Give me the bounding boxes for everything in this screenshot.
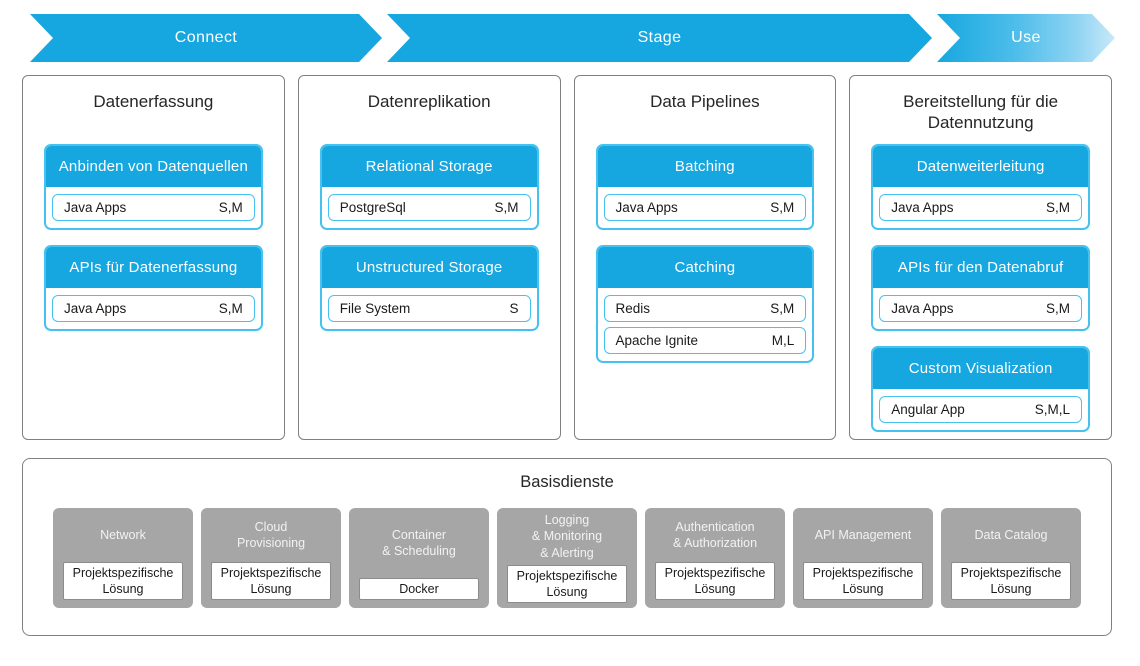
- base-box-logging-monitoring-alerting: Logging & Monitoring & Alerting Projekts…: [497, 508, 637, 608]
- column-bereitstellung: Bereitstellung für die Datennutzung Date…: [849, 75, 1112, 440]
- tech-name: Angular App: [891, 402, 965, 417]
- tech-chip: Angular App S,M,L: [879, 396, 1082, 423]
- card-header: Batching: [597, 146, 813, 187]
- tech-chip: Java Apps S,M: [879, 194, 1082, 221]
- base-box-container-scheduling: Container & Scheduling Docker: [349, 508, 489, 608]
- column-title: Data Pipelines: [650, 92, 760, 111]
- base-box-label: Network: [100, 527, 146, 542]
- base-box-solution: Projektspezifische Lösung: [507, 564, 627, 604]
- capability-columns: Datenerfassung Anbinden von Datenquellen…: [22, 75, 1112, 440]
- process-arrows: Connect Stage Use: [30, 14, 1140, 62]
- tech-name: Java Apps: [64, 200, 127, 215]
- card-header: APIs für Datenerfassung: [46, 247, 261, 288]
- card-header: Custom Visualization: [873, 348, 1088, 389]
- base-box-label: Logging & Monitoring & Alerting: [531, 513, 603, 560]
- base-box-label: API Management: [814, 527, 912, 542]
- base-box-authentication-authorization: Authentication & Authorization Projektsp…: [645, 508, 785, 608]
- tech-chip: Redis S,M: [603, 295, 807, 322]
- base-services-boxes: Network Projektspezifische Lösung Cloud …: [23, 508, 1111, 608]
- base-box-data-catalog: Data Catalog Projektspezifische Lösung: [941, 508, 1081, 608]
- card-catching: Catching Redis S,M Apache Ignite M,L: [595, 245, 815, 363]
- tech-size: S,M: [770, 200, 795, 215]
- tech-chip: Java Apps S,M: [52, 194, 255, 221]
- arrow-connect: Connect: [30, 14, 382, 62]
- card-body: Java Apps S,M: [873, 187, 1088, 228]
- arrow-connect-label: Connect: [174, 29, 238, 46]
- tech-size: S,M: [1045, 200, 1070, 215]
- base-services-panel: Basisdienste Network Projektspezifische …: [22, 458, 1112, 636]
- column-datenreplikation: Datenreplikation Relational Storage Post…: [297, 75, 561, 440]
- card-body: Java Apps S,M: [598, 187, 813, 228]
- tech-size: S,M,L: [1034, 402, 1070, 417]
- base-box-solution: Projektspezifische Lösung: [63, 561, 183, 600]
- card-body: PostgreSql S,M: [322, 187, 537, 228]
- card-header: Catching: [597, 247, 813, 288]
- tech-name: Redis: [615, 301, 651, 316]
- tech-chip: Java Apps S,M: [603, 194, 807, 221]
- tech-chip: Java Apps S,M: [879, 295, 1082, 322]
- card-custom-visualization: Custom Visualization Angular App S,M,L: [871, 346, 1090, 432]
- tech-name: Java Apps: [615, 200, 678, 215]
- tech-chip: Java Apps S,M: [52, 295, 255, 322]
- tech-name: Java Apps: [891, 301, 954, 316]
- tech-size: S: [509, 301, 519, 316]
- card-body: Java Apps S,M: [46, 288, 261, 329]
- column-title: Datenreplikation: [367, 92, 491, 111]
- card-apis-datenabruf: APIs für den Datenabruf Java Apps S,M: [871, 245, 1090, 331]
- arrow-stage: Stage: [387, 14, 932, 62]
- base-box-label: Data Catalog: [974, 527, 1048, 542]
- base-box-api-management: API Management Projektspezifische Lösung: [793, 508, 933, 608]
- base-services-title: Basisdienste: [520, 473, 614, 491]
- base-box-label: Container & Scheduling: [382, 527, 456, 558]
- card-header: APIs für den Datenabruf: [873, 247, 1088, 288]
- card-header: Datenweiterleitung: [873, 146, 1088, 187]
- base-box-solution: Docker: [359, 577, 479, 600]
- card-anbinden-von-datenquellen: Anbinden von Datenquellen Java Apps S,M: [44, 144, 263, 230]
- tech-size: S,M: [770, 301, 795, 316]
- tech-size: M,L: [771, 333, 795, 348]
- card-body: Redis S,M Apache Ignite M,L: [598, 288, 813, 361]
- tech-size: S,M: [218, 200, 243, 215]
- arrow-use-label: Use: [1011, 29, 1041, 46]
- tech-chip: Apache Ignite M,L: [603, 327, 807, 354]
- base-box-solution: Projektspezifische Lösung: [803, 561, 923, 600]
- card-header: Anbinden von Datenquellen: [46, 146, 261, 187]
- tech-name: File System: [339, 301, 411, 316]
- base-box-solution: Projektspezifische Lösung: [655, 561, 775, 600]
- arrow-use: Use: [937, 14, 1115, 62]
- base-box-label: Cloud Provisioning: [236, 519, 306, 550]
- base-box-label: Authentication & Authorization: [672, 519, 758, 550]
- tech-size: S,M: [1045, 301, 1070, 316]
- base-box-solution: Projektspezifische Lösung: [951, 561, 1071, 600]
- card-batching: Batching Java Apps S,M: [595, 144, 815, 230]
- card-body: Angular App S,M,L: [873, 389, 1088, 430]
- card-header: Unstructured Storage: [321, 247, 537, 288]
- base-box-cloud-provisioning: Cloud Provisioning Projektspezifische Lö…: [201, 508, 341, 608]
- tech-size: S,M: [494, 200, 519, 215]
- column-title: Bereitstellung für die Datennutzung: [903, 92, 1059, 132]
- tech-name: Java Apps: [64, 301, 127, 316]
- base-box-solution: Projektspezifische Lösung: [211, 561, 331, 600]
- card-body: Java Apps S,M: [46, 187, 261, 228]
- tech-chip: PostgreSql S,M: [327, 194, 531, 221]
- tech-chip: File System S: [327, 295, 531, 322]
- column-data-pipelines: Data Pipelines Batching Java Apps S,M Ca…: [573, 75, 837, 440]
- column-title: Datenerfassung: [93, 92, 214, 111]
- tech-name: Java Apps: [891, 200, 954, 215]
- card-unstructured-storage: Unstructured Storage File System S: [319, 245, 539, 331]
- card-header: Relational Storage: [321, 146, 537, 187]
- column-datenerfassung: Datenerfassung Anbinden von Datenquellen…: [22, 75, 285, 440]
- tech-name: Apache Ignite: [615, 333, 699, 348]
- card-body: File System S: [322, 288, 537, 329]
- arrow-stage-label: Stage: [637, 29, 682, 46]
- card-relational-storage: Relational Storage PostgreSql S,M: [319, 144, 539, 230]
- base-box-network: Network Projektspezifische Lösung: [53, 508, 193, 608]
- card-datenweiterleitung: Datenweiterleitung Java Apps S,M: [871, 144, 1090, 230]
- tech-size: S,M: [218, 301, 243, 316]
- tech-name: PostgreSql: [339, 200, 406, 215]
- card-body: Java Apps S,M: [873, 288, 1088, 329]
- card-apis-fuer-datenerfassung: APIs für Datenerfassung Java Apps S,M: [44, 245, 263, 331]
